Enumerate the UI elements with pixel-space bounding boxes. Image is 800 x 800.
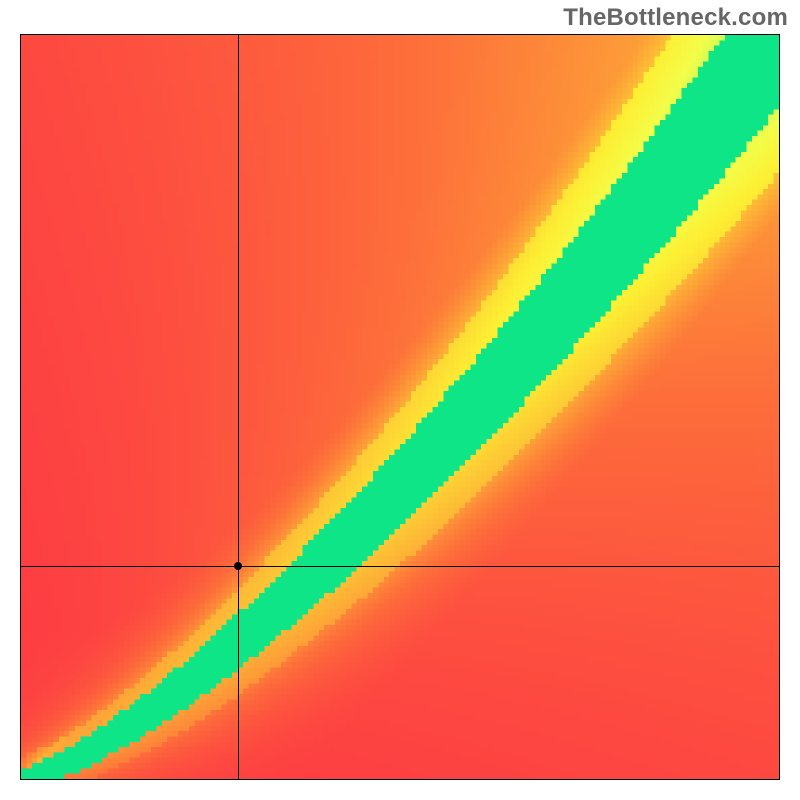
chart-container: TheBottleneck.com (0, 0, 800, 800)
crosshair-horizontal (21, 566, 779, 567)
plot-area (20, 34, 780, 780)
watermark-text: TheBottleneck.com (563, 4, 788, 32)
bottleneck-heatmap (21, 35, 779, 779)
crosshair-vertical (238, 35, 239, 779)
crosshair-marker (234, 562, 242, 570)
